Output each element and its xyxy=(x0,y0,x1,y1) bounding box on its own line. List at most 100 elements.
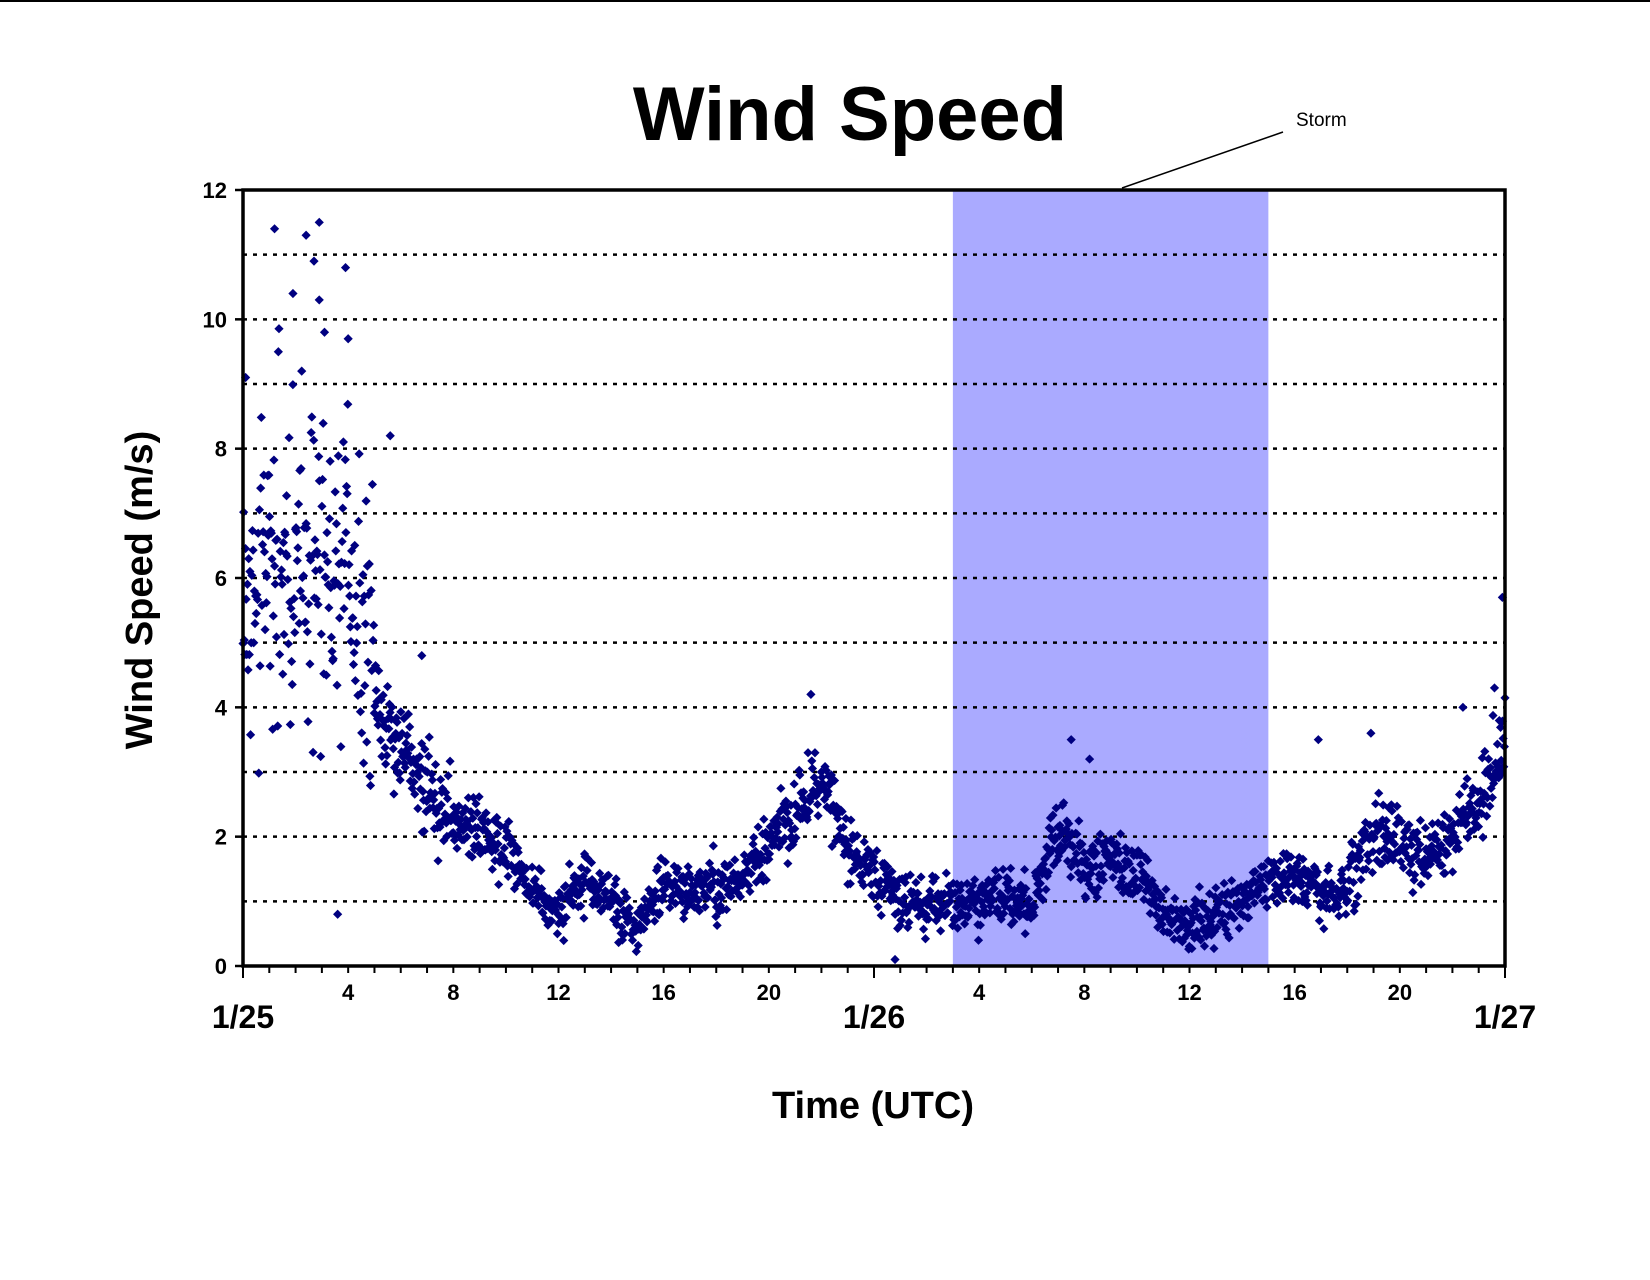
data-point xyxy=(1134,882,1145,893)
data-point xyxy=(790,799,801,809)
data-point xyxy=(577,885,587,895)
data-point xyxy=(812,799,823,810)
data-point xyxy=(393,757,403,767)
data-point xyxy=(1341,909,1351,919)
data-point xyxy=(1196,916,1206,926)
data-point xyxy=(389,762,400,773)
data-point xyxy=(1364,856,1374,866)
data-point xyxy=(330,487,340,497)
data-point xyxy=(1352,863,1362,873)
data-point xyxy=(1302,888,1312,898)
data-point xyxy=(1348,877,1359,887)
data-point xyxy=(1043,867,1054,877)
data-point xyxy=(1074,816,1084,826)
data-point xyxy=(530,874,540,884)
data-point xyxy=(288,288,298,299)
data-point xyxy=(735,892,746,902)
data-point xyxy=(1047,825,1057,835)
data-point xyxy=(870,865,880,875)
data-point xyxy=(791,833,801,843)
data-point xyxy=(287,656,297,667)
data-point xyxy=(1432,835,1442,845)
data-point xyxy=(1256,875,1266,885)
data-point xyxy=(1061,824,1071,834)
data-point xyxy=(443,771,453,781)
data-point xyxy=(977,880,987,890)
data-point xyxy=(1006,919,1016,930)
data-point xyxy=(684,869,694,879)
data-point xyxy=(1030,902,1040,912)
data-point xyxy=(619,887,629,897)
data-point xyxy=(1453,837,1463,847)
x-day-label: 1/26 xyxy=(843,999,905,1035)
data-point xyxy=(269,224,280,234)
data-point xyxy=(519,880,530,890)
data-point xyxy=(963,911,973,921)
data-point xyxy=(783,858,793,869)
data-point xyxy=(1048,810,1058,820)
data-point xyxy=(249,638,259,648)
data-point xyxy=(869,857,879,867)
data-point xyxy=(265,661,275,671)
data-point xyxy=(357,728,367,738)
storm-annotation-label: Storm xyxy=(1296,110,1347,131)
data-point xyxy=(468,792,479,803)
data-point xyxy=(820,761,830,772)
data-point xyxy=(342,489,352,499)
data-point xyxy=(778,814,789,824)
data-point xyxy=(345,622,355,632)
data-point xyxy=(1374,846,1384,856)
data-point xyxy=(1389,839,1400,849)
data-point xyxy=(1297,896,1307,907)
data-point xyxy=(660,884,670,894)
data-point xyxy=(385,431,395,441)
data-point xyxy=(985,901,996,911)
data-point xyxy=(1131,873,1141,883)
data-point xyxy=(773,819,783,829)
data-point xyxy=(1203,905,1213,915)
data-point xyxy=(367,479,378,490)
data-point xyxy=(849,833,859,843)
data-point xyxy=(338,503,348,513)
data-point xyxy=(900,878,910,888)
data-point xyxy=(285,719,295,730)
data-point xyxy=(852,831,862,841)
data-point xyxy=(540,914,551,924)
data-point xyxy=(1480,768,1491,778)
data-point xyxy=(764,849,775,859)
data-point xyxy=(369,620,379,630)
data-point xyxy=(740,876,750,886)
data-point xyxy=(837,806,847,817)
data-point xyxy=(927,892,937,902)
data-point xyxy=(329,576,339,586)
data-point xyxy=(254,505,265,515)
data-point xyxy=(257,600,267,610)
data-point xyxy=(405,722,415,732)
data-point xyxy=(660,857,670,867)
data-point xyxy=(710,895,720,905)
data-point xyxy=(873,902,883,912)
data-point xyxy=(317,474,328,485)
data-point xyxy=(341,527,351,538)
data-point xyxy=(264,511,275,522)
data-point xyxy=(434,803,444,813)
data-point xyxy=(1467,804,1477,814)
data-point xyxy=(409,777,419,787)
data-point xyxy=(1002,873,1012,883)
data-point xyxy=(449,835,460,845)
data-point xyxy=(1077,839,1087,849)
data-point xyxy=(677,897,687,907)
data-point xyxy=(586,858,597,868)
data-point xyxy=(430,788,440,798)
data-point xyxy=(256,412,266,423)
data-point xyxy=(464,849,474,859)
data-point xyxy=(643,904,653,914)
data-point xyxy=(920,934,931,944)
data-point xyxy=(424,732,434,742)
data-point xyxy=(1098,869,1108,879)
data-point xyxy=(293,543,303,553)
data-point xyxy=(656,877,667,887)
data-point xyxy=(420,744,430,754)
data-point xyxy=(730,855,740,865)
